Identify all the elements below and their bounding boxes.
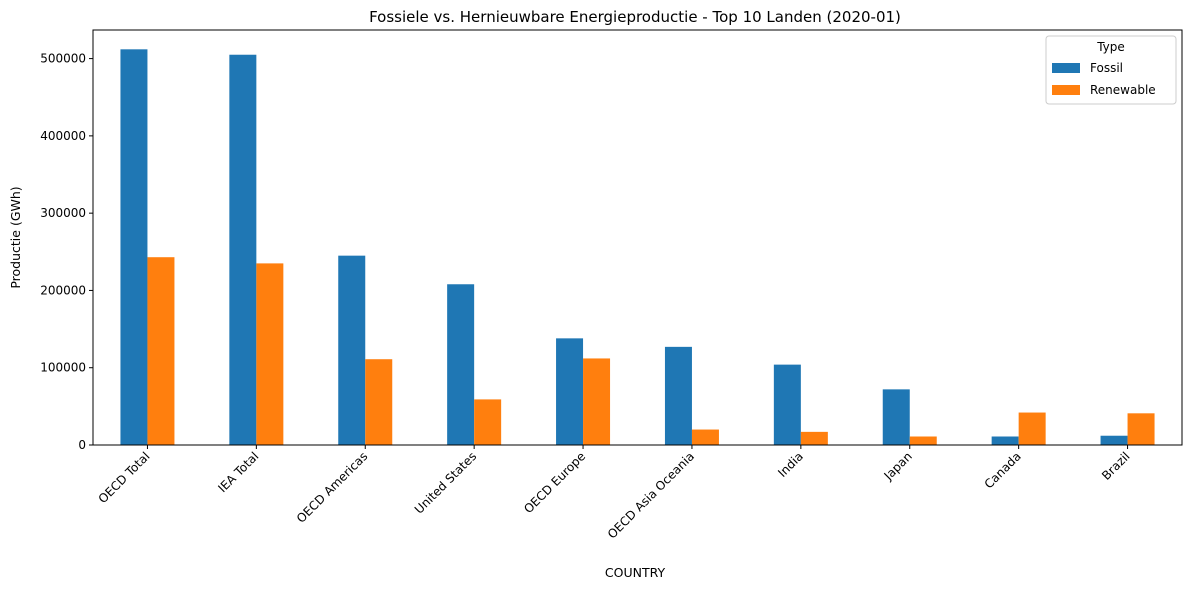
bar-fossil-oecd-europe — [556, 338, 584, 445]
y-tick-label-0: 0 — [78, 438, 86, 452]
bar-renewable-oecd-americas — [365, 359, 393, 445]
bar-fossil-india — [773, 364, 801, 445]
y-tick-label-300000: 300000 — [40, 206, 86, 220]
bar-fossil-oecd-total — [120, 49, 148, 445]
bar-renewable-oecd-europe — [583, 358, 611, 445]
bar-fossil-japan — [882, 389, 910, 445]
x-tick-label-brazil: Brazil — [1099, 449, 1133, 483]
y-tick-label-400000: 400000 — [40, 129, 86, 143]
legend-label-fossil: Fossil — [1090, 61, 1123, 75]
x-tick-label-india: India — [775, 449, 806, 480]
legend: Type Fossil Renewable — [1045, 35, 1177, 105]
bar-renewable-japan — [909, 436, 937, 445]
legend-swatch-renewable — [1052, 85, 1080, 95]
y-axis-ticks: 0 100000 200000 300000 400000 500000 — [40, 52, 93, 452]
bars-group — [120, 49, 1155, 445]
bar-renewable-india — [800, 431, 828, 445]
y-tick-label-200000: 200000 — [40, 283, 86, 297]
x-tick-label-canada: Canada — [982, 449, 1024, 491]
legend-swatch-fossil — [1052, 63, 1080, 73]
legend-label-renewable: Renewable — [1090, 83, 1156, 97]
bar-fossil-canada — [991, 436, 1019, 445]
bar-fossil-brazil — [1100, 435, 1128, 445]
y-axis-label: Productie (GWh) — [8, 186, 23, 288]
bar-fossil-iea-total — [229, 54, 257, 445]
bar-renewable-brazil — [1127, 413, 1155, 445]
bar-renewable-canada — [1018, 412, 1046, 445]
x-axis-ticks: OECD Total IEA Total OECD Americas United S… — [96, 445, 1133, 541]
legend-title: Type — [1096, 40, 1125, 54]
bar-fossil-oecd-americas — [338, 255, 366, 445]
x-axis-label: COUNTRY — [605, 565, 666, 580]
bar-renewable-oecd-total — [147, 257, 175, 445]
bar-renewable-oecd-asia-oceania — [691, 429, 719, 445]
y-tick-label-500000: 500000 — [40, 52, 86, 66]
bar-renewable-iea-total — [256, 263, 284, 445]
bar-renewable-united-states — [474, 399, 502, 445]
x-tick-label-oecd-asia-oceania: OECD Asia Oceania — [605, 449, 697, 541]
x-tick-label-iea-total: IEA Total — [215, 449, 261, 495]
y-tick-label-100000: 100000 — [40, 361, 86, 375]
bar-fossil-oecd-asia-oceania — [664, 346, 692, 445]
x-tick-label-oecd-americas: OECD Americas — [294, 449, 371, 526]
chart-title: Fossiele vs. Hernieuwbare Energieproduct… — [369, 8, 901, 26]
bar-fossil-united-states — [447, 284, 475, 445]
plot-frame — [92, 29, 1183, 446]
x-tick-label-japan: Japan — [881, 449, 915, 483]
x-tick-label-oecd-total: OECD Total — [96, 449, 153, 506]
x-tick-label-united-states: United States — [412, 449, 479, 516]
x-tick-label-oecd-europe: OECD Europe — [521, 449, 588, 516]
